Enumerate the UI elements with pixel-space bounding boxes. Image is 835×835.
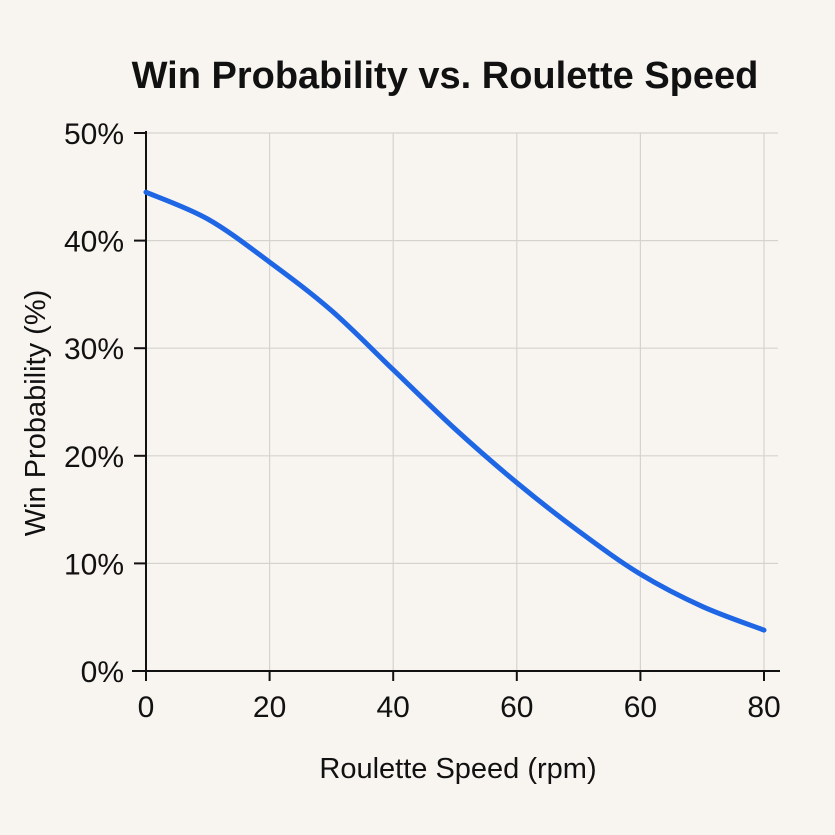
y-tick-label: 50% [64,118,124,151]
y-tick-label: 0% [81,656,124,689]
y-tick-label: 40% [64,226,124,259]
y-tick-label: 10% [64,548,124,581]
x-axis-ticks: 0 20 40 60 60 80 [138,671,781,724]
y-tick-label: 30% [64,333,124,366]
chart-title: Win Probability vs. Roulette Speed [132,55,759,97]
x-tick-label: 0 [138,691,155,724]
x-tick-label: 60 [624,691,657,724]
series-line [143,189,767,633]
x-tick-label: 60 [500,691,533,724]
grid [146,132,778,671]
x-axis-label: Roulette Speed (rpm) [319,753,596,785]
x-tick-label: 80 [747,691,780,724]
axes [132,131,780,672]
y-axis-label: Win Probability (%) [20,290,52,537]
y-axis-ticks: 0% 10% 20% 30% 40% 50% [64,118,146,689]
series-layer [143,189,767,633]
x-tick-label: 40 [377,691,410,724]
x-tick-label: 20 [253,691,286,724]
y-tick-label: 20% [64,441,124,474]
